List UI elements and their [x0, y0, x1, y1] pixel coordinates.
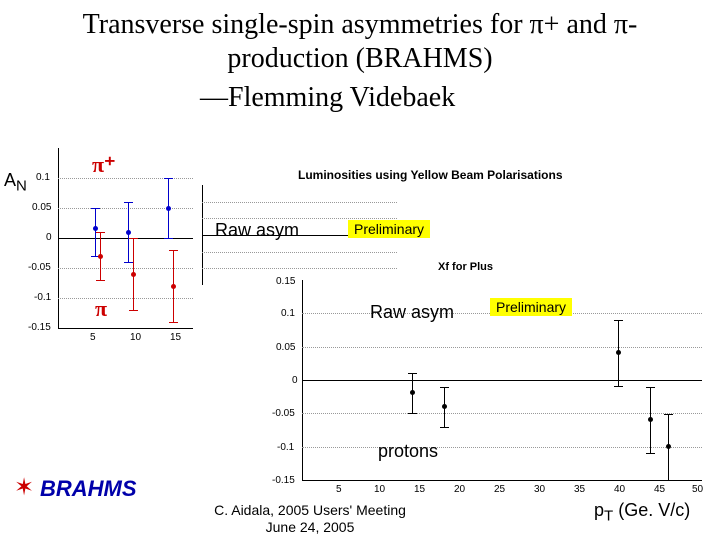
pi-label: π [95, 296, 107, 322]
pt-axis-label: pT (Ge. V/c) [594, 500, 690, 525]
xf-label: Xf for Plus [438, 261, 493, 273]
brahms-star-icon: ✶ [14, 473, 34, 502]
slide-subtitle: —Flemming Videbaek [200, 82, 455, 114]
pi-plus-label: π⁺ [92, 152, 116, 178]
preliminary-badge-2: Preliminary [490, 298, 572, 316]
chart-left: 0.1 0.05 0 -0.05 -0.1 -0.15 5 10 15 [30, 148, 200, 353]
luminosity-title: Luminosities using Yellow Beam Polarisat… [298, 168, 563, 182]
protons-label: protons [378, 441, 438, 462]
slide-title: Transverse single-spin asymmetries for π… [30, 8, 690, 75]
an-axis-label: AN [4, 170, 27, 195]
brahms-logo: BRAHMS [40, 476, 137, 502]
raw-asym-label-1: Raw asym [215, 220, 299, 241]
preliminary-badge-1: Preliminary [348, 220, 430, 238]
raw-asym-label-2: Raw asym [370, 302, 454, 323]
slide-footer: C. Aidala, 2005 Users' Meeting June 24, … [200, 502, 420, 536]
